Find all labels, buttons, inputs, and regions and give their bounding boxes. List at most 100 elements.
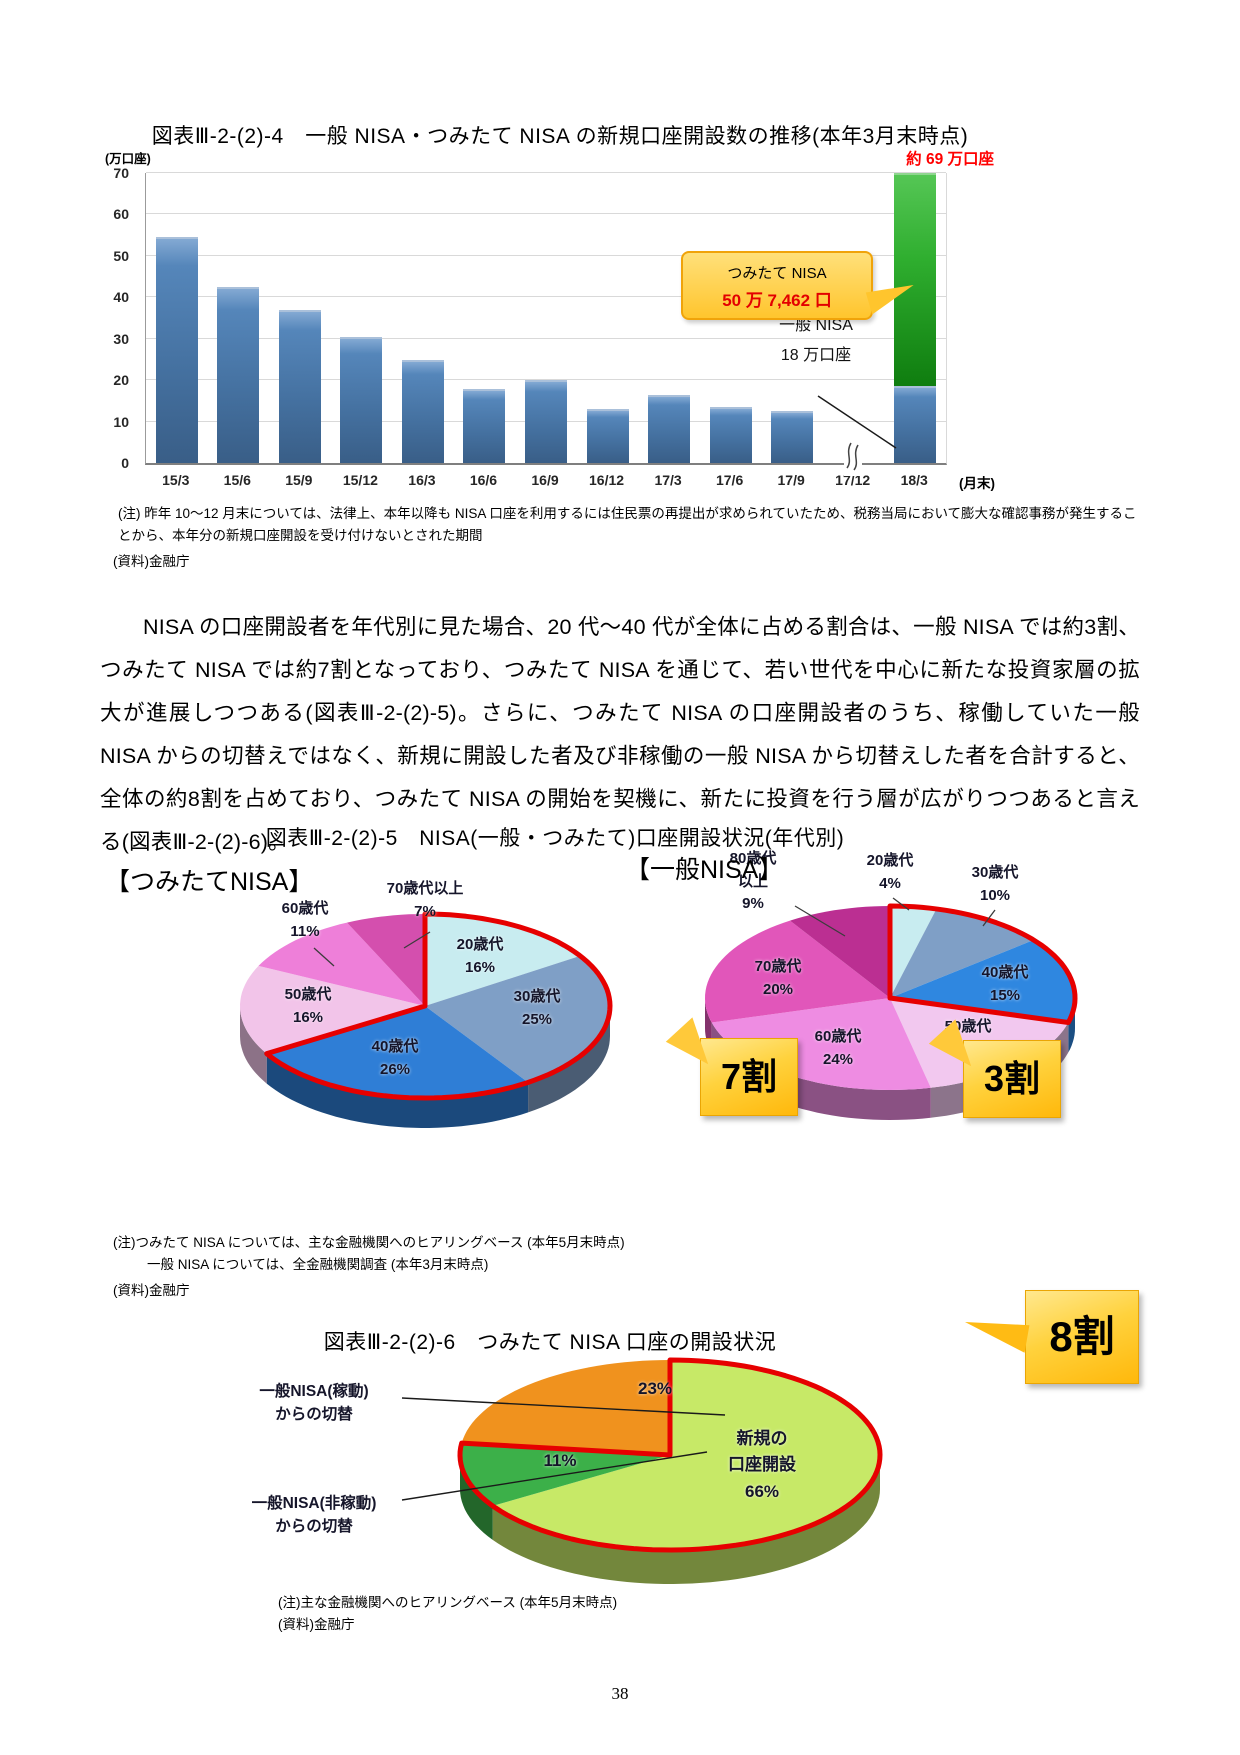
- callout-7-wari: 7割: [700, 1038, 798, 1116]
- pie-chart-general-nisa: 【一般NISA】 80歳代 以上 9% 20歳代 4% 30歳代 10% 40歳代 15%…: [625, 848, 1240, 1201]
- figure-5-source: (資料)金融庁: [113, 1283, 190, 1299]
- gridline: [146, 254, 946, 256]
- bar-15/9: [278, 173, 321, 463]
- slice-label-20s: 20歳代 4%: [866, 852, 914, 892]
- figure-6-title: 図表Ⅲ-2-(2)-6 つみたて NISA 口座の開設状況: [323, 1331, 777, 1354]
- x-tick-label: 16/3: [408, 472, 436, 488]
- highlight-outline: [457, 1357, 883, 1553]
- y-tick-label: 40: [113, 289, 129, 306]
- bar-15/6: [217, 173, 260, 463]
- tsumitate-callout-name: つみたて NISA: [727, 265, 827, 282]
- pie-slice-5: [705, 920, 890, 1023]
- slice-label-30s: 30歳代 25%: [513, 988, 561, 1028]
- bar-17/6: [709, 173, 752, 463]
- bar-segment-general: [771, 411, 814, 463]
- figure-5-notes: (注)つみたて NISA については、主な金融機関へのヒアリングベース (本年5…: [113, 1232, 625, 1302]
- bar-segment-general: [278, 309, 321, 463]
- slice-label-50s: 50歳代 16%: [284, 986, 332, 1026]
- pie-slice-0: [890, 906, 937, 998]
- bar-16/3: [401, 173, 444, 463]
- bar-segment-general: [463, 388, 506, 463]
- slice-label-30s: 30歳代 10%: [971, 864, 1019, 904]
- slice-label-40s: 40歳代 15%: [981, 964, 1029, 1004]
- x-tick-label: 17/3: [654, 472, 682, 488]
- x-tick-label: 16/6: [469, 472, 498, 488]
- page-number: 38: [611, 1684, 629, 1703]
- x-axis-unit-label: (月末): [959, 476, 995, 491]
- pie-side-1: [528, 1006, 610, 1113]
- bar-segment-general: [217, 287, 260, 463]
- bar-segment-general: [648, 394, 691, 463]
- figure-4-title: 図表Ⅲ-2-(2)-4 一般 NISA・つみたて NISA の新規口座開設数の推…: [151, 125, 969, 148]
- bar-18/3: [894, 173, 937, 463]
- label-switch-from-inactive: 一般NISA(非稼動) からの切替: [251, 1495, 377, 1536]
- x-tick-label: 17/6: [715, 472, 744, 488]
- pie-side-2: [266, 1053, 529, 1128]
- bar-segment-general: [155, 237, 198, 463]
- slice-label-60s: 60歳代 24%: [814, 1028, 862, 1068]
- callout-3-wari: 3割: [963, 1040, 1061, 1118]
- bar-16/9: [525, 173, 567, 463]
- slice-label-20s: 20歳代 16%: [456, 936, 504, 976]
- x-tick-label: 15/6: [223, 472, 251, 488]
- gridline: [146, 172, 946, 173]
- tsumitate-callout-value: 50 万 7,462 口: [722, 291, 832, 310]
- figure-6-note: (注)主な金融機関へのヒアリングベース (本年5月末時点): [278, 1595, 618, 1610]
- bar-16/6: [463, 173, 506, 463]
- x-tick-label: 15/9: [285, 472, 313, 488]
- x-tick-label: 17/9: [777, 472, 805, 488]
- general-nisa-annotation: 一般 NISA 18 万口座: [736, 311, 896, 370]
- callout-8-wari: 8割: [1025, 1290, 1139, 1384]
- bar-segment-general: [586, 409, 629, 463]
- label-switch-from-active: 一般NISA(稼動) からの切替: [259, 1383, 369, 1424]
- bar-segment-general: [340, 336, 383, 463]
- pie-chart-account-opening: 23% 11% 新規の 口座開設 66% 一般NISA(稼動) からの切替 一般NIS…: [180, 1290, 1240, 1595]
- bar-16/12: [586, 173, 629, 463]
- total-accounts-annotation: 約 69 万口座: [906, 151, 994, 168]
- y-axis-unit-label: (万口座): [105, 152, 151, 166]
- x-tick-label: 15/12: [342, 472, 378, 488]
- figure-4-bar-chart: (万口座) 0 10 20 30 40 50 60 70 約 69 万口座 つみたて NISA…: [105, 148, 1155, 510]
- pie-slice-1: [890, 908, 1034, 998]
- bar-segment-general: [525, 380, 567, 463]
- pie-slice-2: [266, 1006, 529, 1098]
- x-tick-label: 16/12: [589, 472, 625, 488]
- pie-slice-1: [425, 955, 610, 1083]
- general-nisa-value: 18 万口座: [780, 346, 852, 364]
- figure-6-source: (資料)金融庁: [278, 1616, 355, 1632]
- y-axis-tick-labels: 0 10 20 30 40 50 60 70: [93, 165, 137, 471]
- bar-17/9: [771, 173, 814, 463]
- pie-chart-tsumitate-nisa: 【つみたてNISA】 70歳代以上 7% 60歳代 11% 50歳代 16% 20歳代…: [95, 856, 835, 1201]
- x-tick-label: 15/3: [162, 472, 190, 488]
- pie-slice-3: [240, 965, 425, 1054]
- gridline: [146, 213, 946, 215]
- y-tick-label: 0: [121, 455, 129, 471]
- x-axis-tick-labels: 15/3 15/6 15/9 15/12 16/3 16/6 16/9 16/12 17/3 17…: [145, 472, 945, 494]
- gridline: [146, 337, 946, 339]
- highlight-outline: [887, 903, 1078, 1025]
- pie-tsumitate-header: 【つみたてNISA】: [105, 868, 314, 896]
- gridline: [146, 296, 946, 298]
- x-tick-label: 16/9: [531, 472, 559, 488]
- bar-segment-general: [401, 359, 444, 463]
- figure-5-note-1: (注)つみたて NISA については、主な金融機関へのヒアリングベース (本年5…: [113, 1235, 625, 1250]
- gridline: [146, 379, 946, 381]
- bar-segment-tsumitate: [894, 173, 937, 387]
- slice-label-70s: 70歳代 20%: [754, 958, 802, 998]
- y-tick-label: 10: [113, 413, 129, 430]
- bar-segment-general: [894, 386, 937, 463]
- pie-side-0: [492, 1455, 880, 1584]
- pie-slice-4: [258, 922, 425, 1006]
- figure-6-notes: (注)主な金融機関へのヒアリングベース (本年5月末時点) (資料)金融庁: [278, 1592, 617, 1635]
- bar-15/3: [155, 173, 198, 463]
- x-tick-label: 17/12: [835, 472, 871, 488]
- tsumitate-callout: つみたて NISA 50 万 7,462 口: [681, 251, 873, 320]
- bar-15/12: [340, 173, 383, 463]
- pie-side-3: [240, 1006, 267, 1084]
- y-tick-label: 20: [113, 372, 129, 389]
- bar-segment-general: [709, 407, 752, 463]
- slice-pct-inactive-switch: 11%: [543, 1451, 577, 1470]
- slice-pct-active-switch: 23%: [637, 1379, 673, 1398]
- figure-5-note-2: 一般 NISA については、全金融機関調査 (本年3月末時点): [147, 1256, 489, 1272]
- slice-label-new-accounts: 新規の 口座開設 66%: [728, 1429, 796, 1501]
